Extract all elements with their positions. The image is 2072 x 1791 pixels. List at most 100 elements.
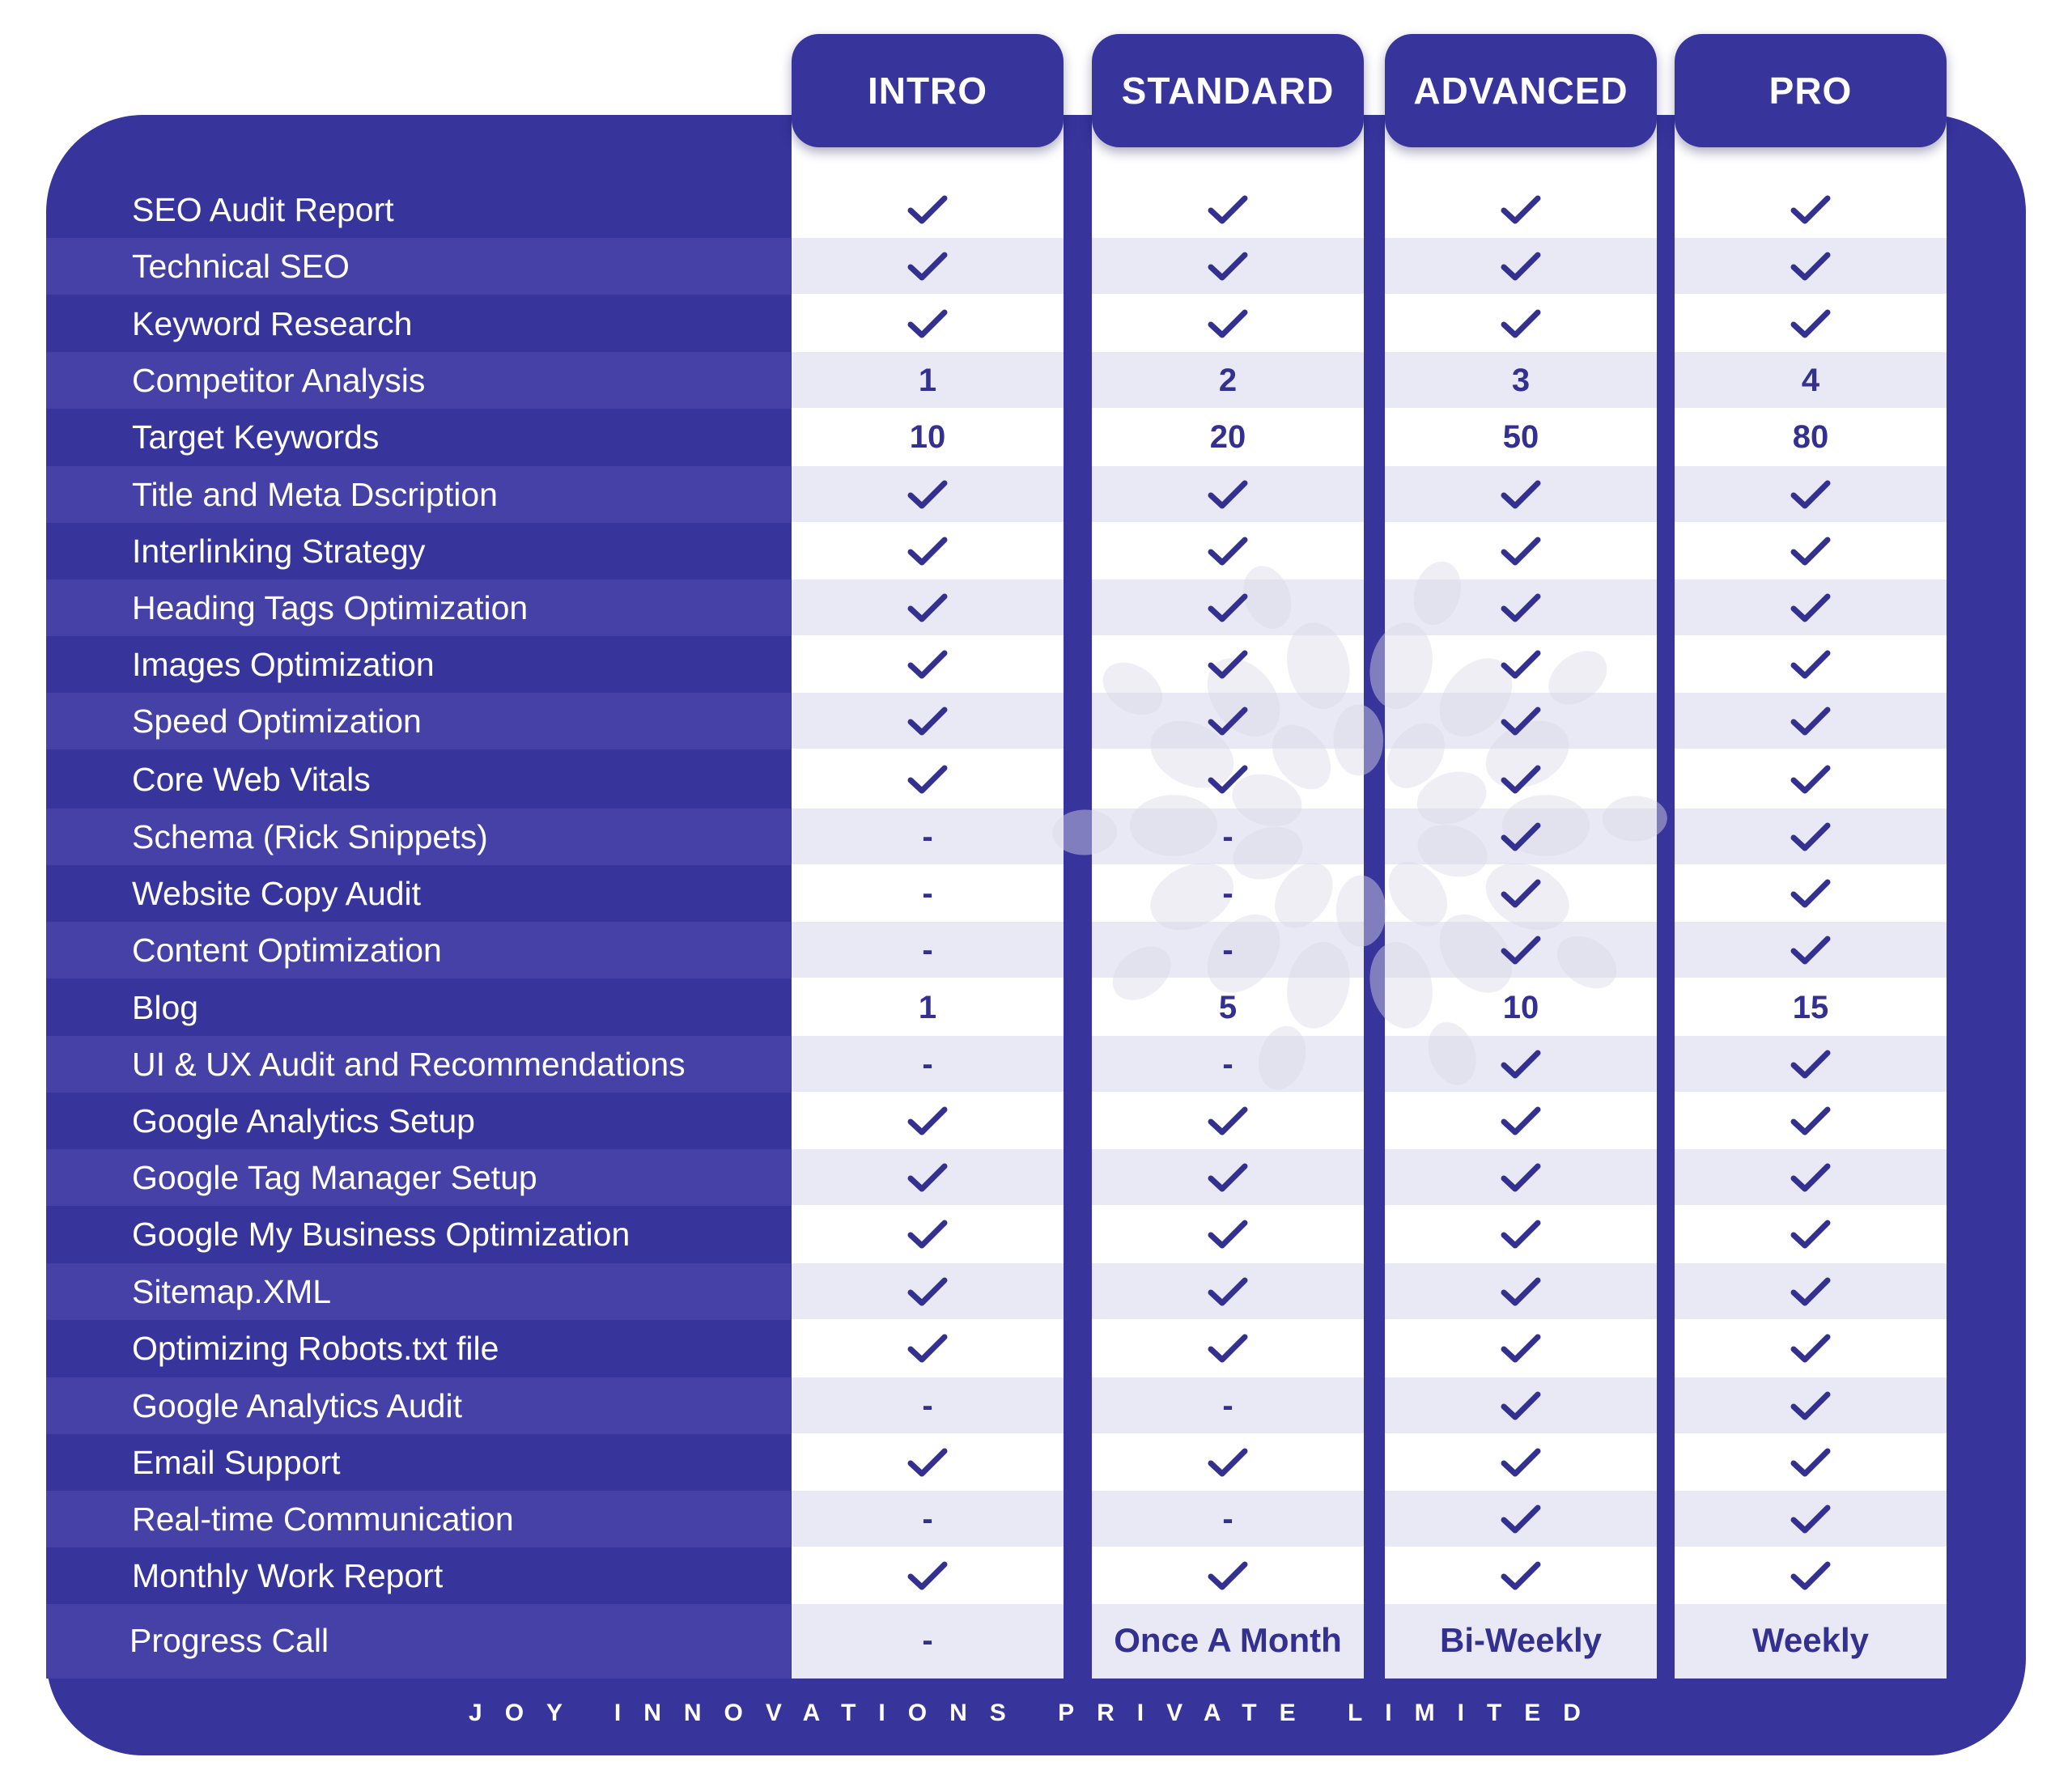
check-icon	[1385, 1547, 1657, 1604]
check-icon	[1092, 1320, 1364, 1377]
feature-label-core-web-vitals: Core Web Vitals	[132, 761, 371, 798]
not-included-dash: -	[1222, 1046, 1233, 1082]
check-icon	[1092, 295, 1364, 352]
feature-label-content-optimization: Content Optimization	[132, 932, 442, 969]
not-included-dash: -	[1222, 932, 1233, 968]
column-row-band	[1675, 1263, 1947, 1319]
column-row-band	[792, 1491, 1064, 1547]
check-icon	[1385, 865, 1657, 922]
feature-label-sitemap-xml: Sitemap.XML	[132, 1273, 332, 1310]
column-row-band	[792, 693, 1064, 749]
plan-value: Weekly	[1752, 1621, 1869, 1659]
check-icon	[792, 579, 1064, 636]
check-icon	[792, 1547, 1064, 1604]
check-icon	[1385, 523, 1657, 579]
feature-label-google-my-business-optimization: Google My Business Optimization	[132, 1216, 631, 1253]
check-icon	[1385, 1149, 1657, 1206]
check-icon	[792, 693, 1064, 749]
check-icon	[1092, 1149, 1364, 1206]
check-icon	[1092, 1206, 1364, 1263]
plan-value: 1	[918, 362, 937, 398]
feature-label-ui-ux-audit-and-recommendations: UI & UX Audit and Recommendations	[132, 1046, 686, 1083]
check-icon	[1092, 693, 1364, 749]
feature-label-title-and-meta-dscription: Title and Meta Dscription	[132, 476, 498, 513]
not-included-dash: -	[922, 1387, 933, 1424]
check-icon	[792, 466, 1064, 523]
feature-label-seo-audit-report: SEO Audit Report	[132, 191, 394, 228]
check-icon	[1092, 751, 1364, 808]
feature-row-band	[46, 808, 791, 865]
plan-value: Bi-Weekly	[1440, 1621, 1602, 1659]
feature-label-google-analytics-setup: Google Analytics Setup	[132, 1102, 475, 1140]
column-row-band	[1675, 1377, 1947, 1433]
column-row-band	[1385, 466, 1657, 522]
check-icon	[1385, 238, 1657, 295]
check-icon	[1385, 1377, 1657, 1434]
column-row-band	[792, 808, 1064, 864]
column-row-band	[1675, 693, 1947, 749]
check-icon	[792, 636, 1064, 693]
column-row-band	[1092, 466, 1364, 522]
feature-label-website-copy-audit: Website Copy Audit	[132, 875, 422, 912]
check-icon	[1092, 466, 1364, 523]
column-row-band	[1092, 1377, 1364, 1433]
feature-row-band	[46, 693, 791, 749]
check-icon	[1092, 238, 1364, 295]
plan-value: Once A Month	[1114, 1621, 1342, 1659]
plan-value: 50	[1502, 418, 1539, 455]
check-icon	[792, 1434, 1064, 1491]
column-row-band	[792, 1036, 1064, 1092]
check-icon	[1092, 523, 1364, 579]
check-icon	[1385, 466, 1657, 523]
check-icon	[1675, 181, 1947, 238]
check-icon	[1675, 1434, 1947, 1491]
plan-header-standard: STANDARD	[1092, 34, 1364, 147]
plan-header-pro: PRO	[1675, 34, 1947, 147]
column-row-band	[1092, 922, 1364, 978]
plan-header-advanced: ADVANCED	[1385, 34, 1657, 147]
not-included-dash: -	[1222, 875, 1233, 911]
feature-label-target-keywords: Target Keywords	[132, 418, 380, 456]
column-row-band	[792, 466, 1064, 522]
column-row-band	[1092, 579, 1364, 635]
plan-value: 10	[909, 418, 946, 455]
check-icon	[792, 238, 1064, 295]
column-row-band	[792, 352, 1064, 408]
check-icon	[792, 751, 1064, 808]
column-row-band	[1675, 1491, 1947, 1547]
not-included-dash: -	[922, 875, 933, 911]
plan-column-standard	[1092, 115, 1364, 1679]
check-icon	[1385, 579, 1657, 636]
feature-label-blog: Blog	[132, 989, 199, 1026]
feature-label-monthly-work-report: Monthly Work Report	[132, 1557, 444, 1594]
check-icon	[1385, 922, 1657, 978]
plan-column-advanced	[1385, 115, 1657, 1679]
check-icon	[1385, 1206, 1657, 1263]
column-row-band	[1385, 1149, 1657, 1205]
check-icon	[1675, 1149, 1947, 1206]
feature-row-band	[46, 352, 791, 409]
feature-label-real-time-communication: Real-time Communication	[132, 1500, 514, 1538]
check-icon	[1675, 922, 1947, 978]
column-row-band	[1385, 238, 1657, 294]
check-icon	[1385, 295, 1657, 352]
column-row-band	[1675, 238, 1947, 294]
check-icon	[1675, 523, 1947, 579]
plan-header-intro: INTRO	[792, 34, 1064, 147]
check-icon	[1675, 579, 1947, 636]
column-row-band	[792, 1263, 1064, 1319]
plan-column-pro	[1675, 115, 1947, 1679]
check-icon	[1675, 1547, 1947, 1604]
column-row-band	[1675, 922, 1947, 978]
not-included-dash: -	[922, 1622, 933, 1658]
column-row-band	[1385, 693, 1657, 749]
column-row-band	[1675, 1149, 1947, 1205]
check-icon	[1385, 1093, 1657, 1149]
feature-row-band	[46, 579, 791, 636]
check-icon	[1092, 181, 1364, 238]
check-icon	[792, 1206, 1064, 1263]
check-icon	[1675, 808, 1947, 865]
check-icon	[1385, 1036, 1657, 1093]
column-row-band	[1092, 1036, 1364, 1092]
check-icon	[1675, 295, 1947, 352]
